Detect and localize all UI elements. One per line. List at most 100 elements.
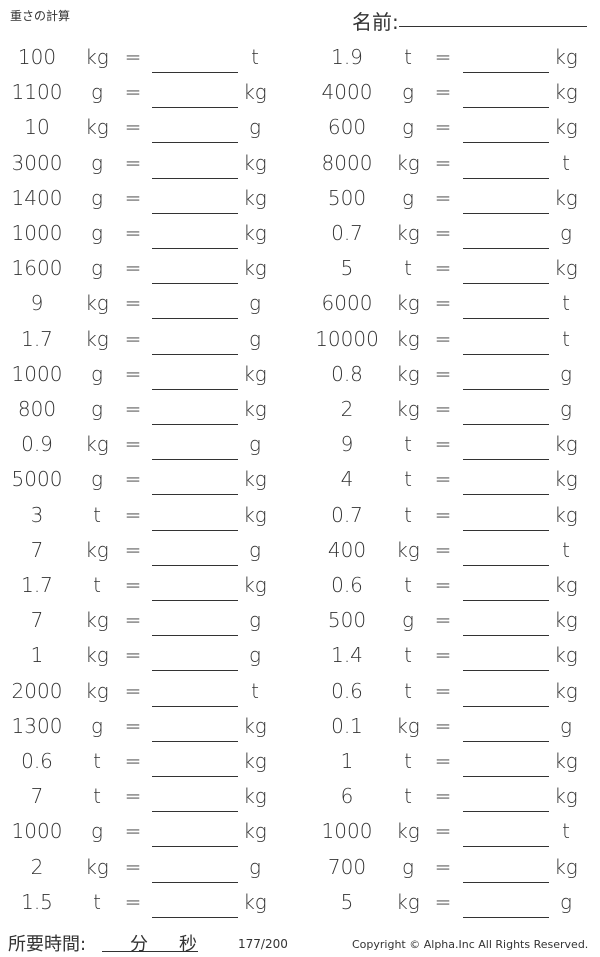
source-unit: g — [90, 397, 103, 421]
answer-blank[interactable] — [463, 600, 549, 601]
problem-row: 8000 kg = t — [0, 148, 600, 179]
answer-blank[interactable] — [463, 564, 549, 566]
problem-row: 6 t = kg — [0, 781, 600, 813]
name-field[interactable] — [399, 26, 587, 27]
answer-blank[interactable] — [463, 142, 549, 144]
answer-blank[interactable] — [463, 248, 549, 249]
quantity: 4 — [340, 467, 354, 492]
answer-blank[interactable] — [152, 670, 238, 672]
equals-sign: = — [124, 361, 142, 386]
problem-row: 3000 g = kg — [0, 148, 600, 179]
answer-blank[interactable] — [463, 318, 549, 320]
answer-blank[interactable] — [152, 564, 238, 566]
answer-blank[interactable] — [463, 388, 549, 390]
quantity: 1 — [30, 643, 44, 668]
problem-row: 1600 g = kg — [0, 253, 600, 285]
answer-blank[interactable] — [152, 72, 238, 73]
problem-row: 5 kg = g — [0, 887, 600, 918]
answer-blank[interactable] — [463, 72, 549, 73]
answer-blank[interactable] — [152, 529, 238, 531]
source-unit: t — [404, 749, 412, 773]
answer-blank[interactable] — [463, 529, 549, 531]
answer-blank[interactable] — [463, 459, 549, 461]
answer-blank[interactable] — [463, 494, 549, 496]
problem-row: 100 kg = t — [0, 42, 600, 73]
answer-blank[interactable] — [152, 776, 238, 777]
source-unit: kg — [85, 678, 109, 703]
target-unit: kg — [554, 256, 578, 281]
answer-blank[interactable] — [152, 212, 238, 214]
answer-blank[interactable] — [152, 424, 238, 425]
equals-sign: = — [124, 643, 142, 668]
problem-row: 1.7 kg = g — [0, 324, 600, 355]
source-unit: kg — [396, 819, 420, 844]
problem-row: 400 kg = t — [0, 535, 600, 566]
answer-blank[interactable] — [152, 248, 238, 249]
answer-blank[interactable] — [152, 916, 238, 918]
quantity: 3 — [30, 502, 44, 527]
answer-blank[interactable] — [463, 353, 549, 355]
answer-blank[interactable] — [152, 353, 238, 355]
answer-blank[interactable] — [152, 494, 238, 496]
target-unit: kg — [554, 573, 578, 597]
answer-blank[interactable] — [463, 811, 549, 813]
answer-blank[interactable] — [463, 916, 549, 918]
answer-blank[interactable] — [152, 142, 238, 144]
answer-blank[interactable] — [152, 318, 238, 320]
target-unit: kg — [554, 643, 578, 668]
answer-blank[interactable] — [463, 881, 549, 883]
answer-blank[interactable] — [152, 846, 238, 848]
equals-sign: = — [124, 854, 142, 879]
answer-blank[interactable] — [152, 600, 238, 601]
problem-row: 800 g = kg — [0, 394, 600, 425]
quantity: 100 — [17, 45, 57, 69]
target-unit: t — [562, 326, 570, 351]
problem-row: 1.7 t = kg — [0, 570, 600, 601]
quantity: 7 — [30, 608, 44, 633]
answer-blank[interactable] — [463, 424, 549, 425]
answer-blank[interactable] — [463, 107, 549, 109]
problem-row: 1.4 t = kg — [0, 640, 600, 672]
answer-blank[interactable] — [463, 740, 549, 742]
equals-sign: = — [434, 115, 452, 140]
answer-blank[interactable] — [463, 212, 549, 214]
equals-sign: = — [124, 150, 142, 175]
source-unit: g — [90, 80, 103, 105]
problem-row: 1.9 t = kg — [0, 42, 600, 73]
target-unit: kg — [554, 854, 578, 879]
answer-blank[interactable] — [152, 635, 238, 637]
target-unit: kg — [554, 115, 578, 140]
answer-blank[interactable] — [152, 881, 238, 883]
answer-blank[interactable] — [463, 670, 549, 672]
problem-row: 0.6 t = kg — [0, 570, 600, 601]
source-unit: kg — [85, 291, 109, 316]
answer-blank[interactable] — [152, 107, 238, 109]
time-field[interactable] — [102, 951, 198, 952]
target-unit: kg — [243, 80, 267, 105]
source-unit: g — [401, 115, 414, 140]
quantity: 8000 — [321, 150, 373, 175]
equals-sign: = — [124, 749, 142, 773]
equals-sign: = — [124, 291, 142, 316]
answer-blank[interactable] — [152, 811, 238, 813]
answer-blank[interactable] — [152, 177, 238, 179]
answer-blank[interactable] — [463, 177, 549, 179]
source-unit: kg — [85, 45, 109, 69]
answer-blank[interactable] — [152, 740, 238, 742]
quantity: 10 — [24, 115, 50, 140]
source-unit: kg — [85, 643, 109, 668]
answer-blank[interactable] — [152, 283, 238, 285]
target-unit: kg — [243, 150, 267, 175]
problem-row: 0.1 kg = g — [0, 711, 600, 742]
answer-blank[interactable] — [463, 635, 549, 637]
target-unit: kg — [554, 432, 578, 457]
answer-blank[interactable] — [152, 705, 238, 707]
target-unit: g — [559, 889, 572, 914]
answer-blank[interactable] — [152, 459, 238, 461]
answer-blank[interactable] — [463, 283, 549, 285]
answer-blank[interactable] — [463, 846, 549, 848]
target-unit: t — [251, 45, 259, 69]
answer-blank[interactable] — [463, 705, 549, 707]
answer-blank[interactable] — [152, 388, 238, 390]
answer-blank[interactable] — [463, 776, 549, 777]
